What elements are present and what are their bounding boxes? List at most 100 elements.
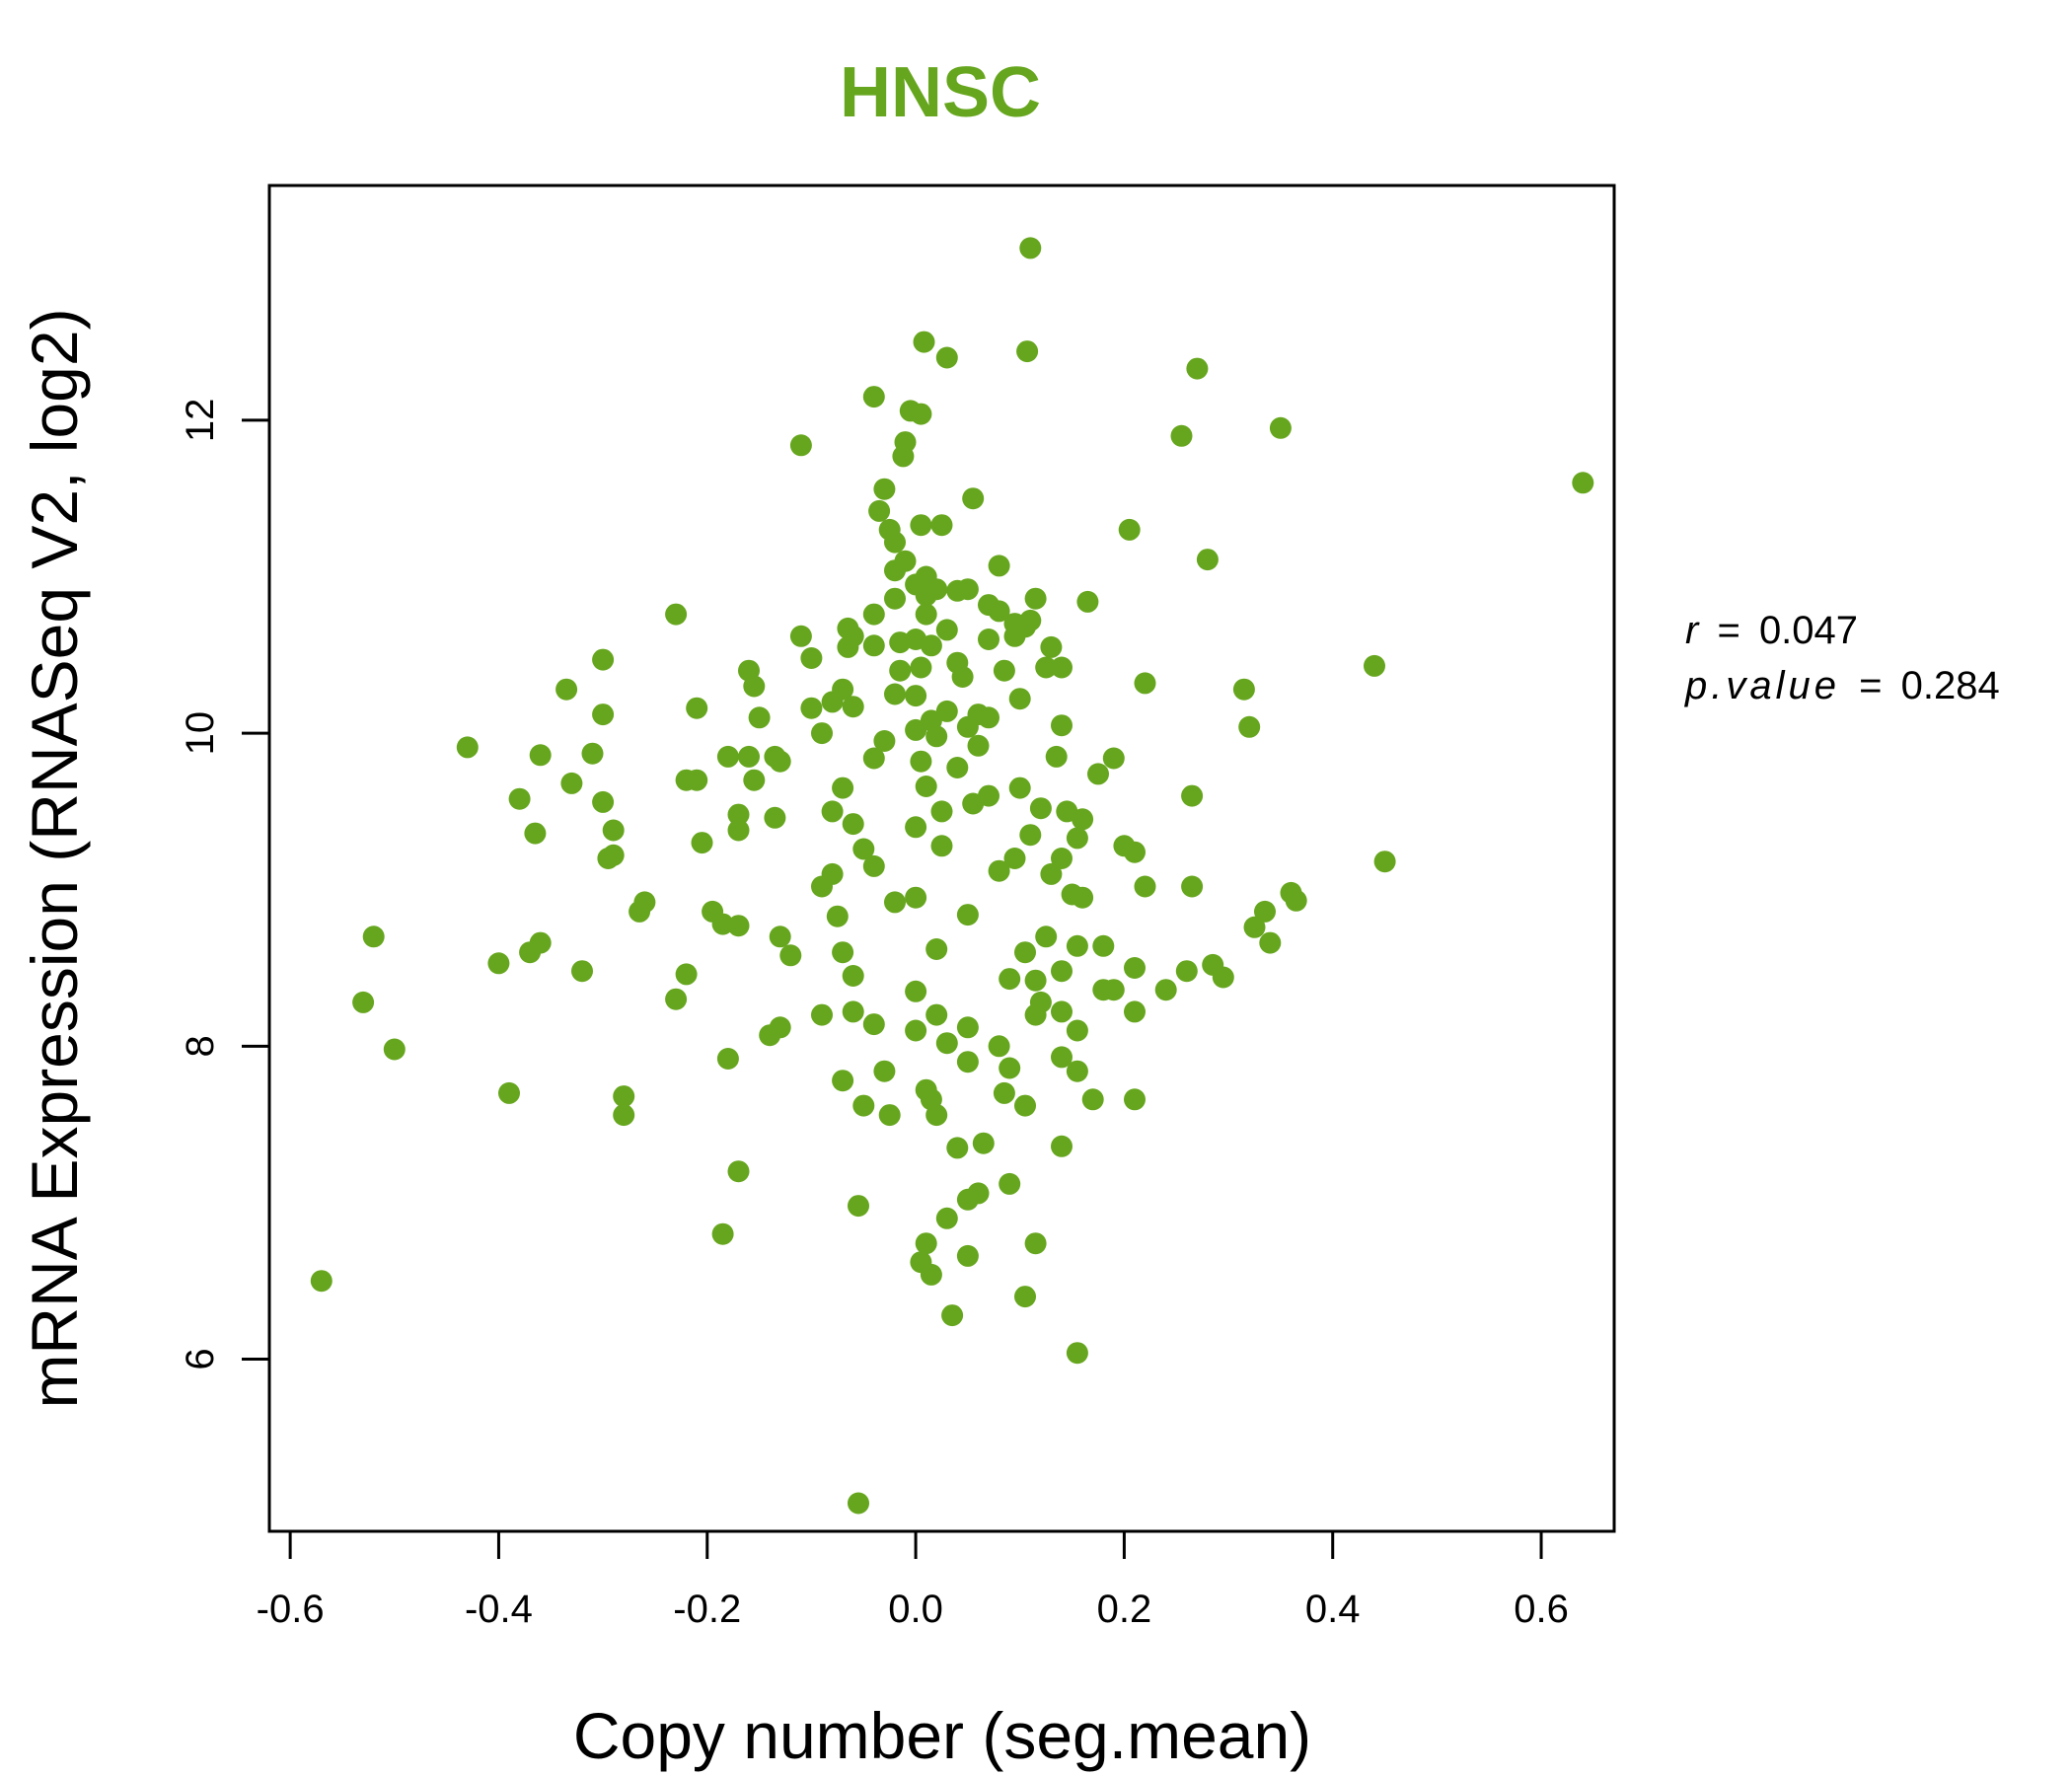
data-point (1196, 549, 1219, 571)
data-point (935, 1032, 958, 1055)
data-point (956, 1188, 979, 1211)
data-point (811, 1003, 833, 1026)
data-point (962, 487, 985, 510)
data-point (862, 386, 885, 408)
data-point (930, 800, 953, 823)
data-point (1124, 957, 1146, 979)
stat-r-value: 0.047 (1759, 609, 1858, 652)
data-point (1024, 1003, 1047, 1026)
data-point (821, 800, 844, 823)
data-point (352, 991, 375, 1013)
data-point (915, 1232, 937, 1255)
data-point (1124, 1000, 1146, 1023)
data-point (842, 696, 864, 718)
data-point (852, 1094, 875, 1117)
data-point (978, 629, 999, 650)
data-point (1373, 851, 1396, 873)
data-point (1087, 763, 1109, 785)
data-point (892, 445, 915, 468)
data-point (873, 478, 896, 500)
data-point (1092, 934, 1115, 957)
x-tick-label: 0.6 (1514, 1588, 1569, 1631)
data-point (1212, 966, 1234, 989)
data-point (1035, 656, 1058, 679)
data-point (1024, 587, 1047, 610)
data-point (1154, 979, 1177, 1001)
data-point (519, 941, 542, 964)
data-point (602, 819, 625, 842)
data-point (716, 745, 739, 768)
data-point (727, 915, 750, 937)
data-point (905, 718, 927, 741)
data-point (811, 722, 833, 745)
data-point (910, 403, 932, 425)
data-point (1134, 672, 1156, 695)
x-tick-label: -0.4 (465, 1588, 533, 1631)
data-point (1072, 808, 1094, 831)
y-axis: 6 8 10 12 (179, 399, 271, 1370)
data-point (1066, 1019, 1088, 1042)
data-point (800, 697, 823, 719)
data-point (1040, 635, 1063, 658)
data-point (951, 666, 974, 688)
data-point (748, 706, 771, 729)
data-point (1181, 784, 1204, 807)
data-point (675, 963, 698, 986)
data-point (716, 1048, 739, 1070)
data-point (873, 730, 896, 752)
data-point (1181, 875, 1204, 898)
stat-r-equals: = (1717, 609, 1739, 652)
data-point (362, 925, 385, 948)
data-point (920, 634, 942, 657)
data-point (811, 875, 833, 898)
data-point (1024, 1232, 1047, 1255)
data-point (1051, 1046, 1073, 1069)
data-point (1051, 1000, 1073, 1023)
data-point (821, 691, 844, 713)
y-axis-title: mRNA Expression (RNASeq V2, log2) (18, 308, 91, 1408)
data-point (935, 700, 958, 722)
data-point (956, 578, 979, 601)
data-point (889, 659, 912, 682)
plot-frame (267, 184, 1616, 1533)
x-tick-label: 0.0 (888, 1588, 943, 1631)
data-point (930, 514, 953, 537)
data-point (935, 346, 958, 369)
data-point (1269, 416, 1292, 439)
data-point (711, 913, 734, 935)
data-point (592, 790, 615, 813)
data-point (842, 965, 864, 987)
data-point (529, 744, 552, 767)
data-point (1072, 886, 1094, 909)
y-tick-label: 10 (179, 711, 222, 756)
data-point (889, 631, 912, 654)
data-point (1081, 1088, 1104, 1111)
data-point (779, 944, 802, 967)
x-tick-label: 0.4 (1305, 1588, 1361, 1631)
data-point (925, 938, 948, 960)
data-point (1124, 1088, 1146, 1111)
data-point (1232, 678, 1255, 701)
data-point (1170, 424, 1193, 447)
data-point (988, 555, 1010, 577)
data-point (905, 1019, 927, 1042)
data-point (978, 706, 999, 729)
data-point (988, 859, 1010, 882)
data-point (1051, 714, 1073, 737)
x-tick-label: -0.6 (257, 1588, 325, 1631)
data-point (1019, 237, 1042, 259)
data-point (1029, 797, 1052, 820)
data-point (862, 854, 885, 877)
data-point (1102, 747, 1125, 770)
data-point (1008, 777, 1031, 799)
data-point (1003, 625, 1026, 647)
data-point (884, 587, 906, 610)
data-point (560, 772, 583, 794)
data-point (310, 1270, 333, 1293)
data-point (1066, 934, 1088, 957)
data-point (592, 703, 615, 726)
data-point (862, 1013, 885, 1036)
x-axis-title: Copy number (seg.mean) (573, 1699, 1311, 1772)
data-point (1076, 590, 1099, 613)
data-point (905, 886, 927, 909)
